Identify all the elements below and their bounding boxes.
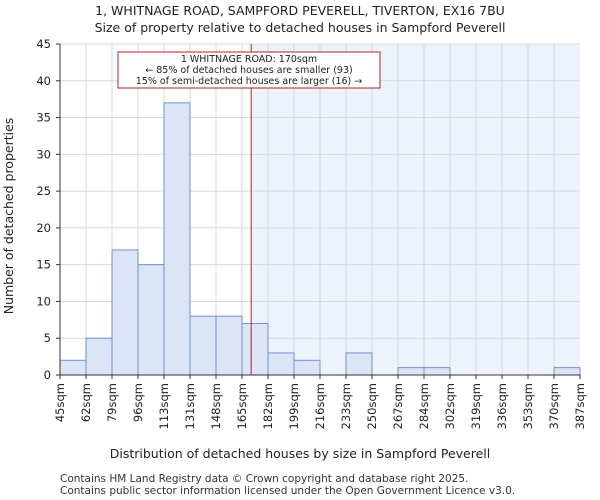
chart-subtitle: Size of property relative to detached ho… bbox=[95, 20, 506, 35]
bar-2 bbox=[111, 249, 139, 376]
x-axis-label: Distribution of detached houses by size … bbox=[110, 446, 491, 461]
y-tick-label-5: 25 bbox=[36, 184, 51, 198]
chart-title: 1, WHITNAGE ROAD, SAMPFORD PEVERELL, TIV… bbox=[95, 3, 505, 18]
x-tick-label-0: 45sqm bbox=[53, 383, 67, 422]
x-tick-label-7: 165sqm bbox=[235, 383, 249, 429]
bar-9 bbox=[293, 359, 321, 376]
x-tick-label-20: 387sqm bbox=[573, 383, 587, 429]
x-tick-label-2: 79sqm bbox=[105, 383, 119, 422]
x-tick-label-18: 353sqm bbox=[521, 383, 535, 429]
annotation-frame bbox=[117, 51, 381, 89]
x-tick-label-8: 182sqm bbox=[261, 383, 275, 429]
x-tick-label-3: 96sqm bbox=[131, 383, 145, 422]
bar-0 bbox=[59, 359, 87, 376]
bar-8 bbox=[267, 352, 295, 376]
x-ticks-group: 45sqm 62sqm 79sqm 96sqm 113sqm 131sqm 148sqm 16… bbox=[53, 375, 587, 429]
x-tick-label-16: 319sqm bbox=[469, 383, 483, 429]
footer-line-2: Contains public sector information licen… bbox=[60, 485, 515, 497]
bars-group bbox=[59, 102, 581, 376]
x-tick-label-11: 233sqm bbox=[339, 383, 353, 429]
bar-1 bbox=[85, 337, 113, 376]
x-tick-label-6: 148sqm bbox=[209, 383, 223, 429]
y-tick-label-2: 10 bbox=[36, 294, 51, 308]
y-tick-label-4: 20 bbox=[36, 221, 51, 235]
bar-3 bbox=[137, 264, 165, 376]
bar-14 bbox=[423, 367, 451, 376]
x-tick-label-19: 370sqm bbox=[547, 383, 561, 429]
annotation-line-1: 1 WHITNAGE ROAD: 170sqm bbox=[181, 54, 317, 65]
annotation-box: 1 WHITNAGE ROAD: 170sqm ← 85% of detache… bbox=[117, 51, 381, 89]
x-tick-label-14: 284sqm bbox=[417, 383, 431, 429]
bar-4 bbox=[163, 102, 191, 376]
x-tick-label-9: 199sqm bbox=[287, 383, 301, 429]
y-tick-label-9: 45 bbox=[36, 37, 51, 51]
bar-13 bbox=[397, 367, 425, 376]
x-tick-label-17: 336sqm bbox=[495, 383, 509, 429]
footer-line-1: Contains HM Land Registry data © Crown c… bbox=[60, 473, 468, 485]
annotation-line-2: ← 85% of detached houses are smaller (93… bbox=[145, 65, 352, 76]
annotation-line-3: 15% of semi-detached houses are larger (… bbox=[136, 76, 363, 87]
y-tick-label-3: 15 bbox=[36, 258, 51, 272]
x-tick-label-15: 302sqm bbox=[443, 383, 457, 429]
y-tick-label-0: 0 bbox=[44, 368, 51, 382]
y-tick-label-1: 5 bbox=[44, 331, 51, 345]
x-tick-label-13: 267sqm bbox=[391, 383, 405, 429]
bar-11 bbox=[345, 352, 373, 376]
y-tick-label-7: 35 bbox=[36, 111, 51, 125]
x-tick-label-10: 216sqm bbox=[313, 383, 327, 429]
bar-6 bbox=[215, 315, 243, 376]
y-tick-label-8: 40 bbox=[36, 74, 51, 88]
bar-19 bbox=[553, 367, 581, 376]
highlight-region bbox=[251, 44, 581, 375]
x-tick-label-12: 250sqm bbox=[365, 383, 379, 429]
bar-7 bbox=[241, 323, 269, 376]
x-tick-label-4: 113sqm bbox=[157, 383, 171, 429]
x-tick-label-5: 131sqm bbox=[183, 383, 197, 429]
y-ticks-group: 0 5 10 15 20 25 30 35 40 45 bbox=[36, 37, 60, 382]
bar-5 bbox=[189, 315, 217, 376]
y-axis-label: Number of detached properties bbox=[1, 118, 16, 315]
plot-background bbox=[251, 44, 581, 375]
x-tick-label-1: 62sqm bbox=[79, 383, 93, 422]
y-tick-label-6: 30 bbox=[36, 147, 51, 161]
